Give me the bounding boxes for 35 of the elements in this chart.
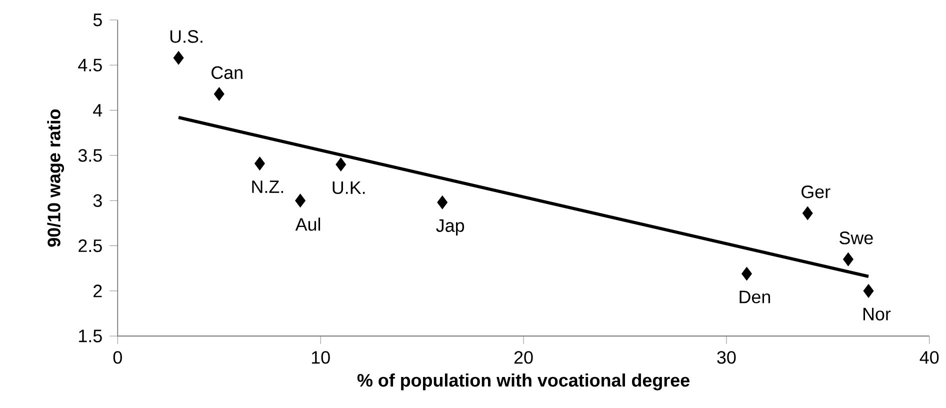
point	[843, 252, 854, 266]
x-axis-title: % of population with vocational degree	[357, 374, 690, 390]
y-axis-title: 90/10 wage ratio	[47, 109, 64, 247]
annotation: U.S.	[170, 30, 202, 43]
annotation: U.K.	[332, 182, 365, 194]
y-tick-label: 2	[94, 284, 102, 298]
annotation: Den	[740, 290, 770, 304]
x-tick-label: 0	[113, 351, 122, 364]
point	[802, 206, 813, 220]
point	[254, 156, 265, 170]
y-tick-label: 2.5	[78, 239, 102, 252]
point	[742, 267, 752, 281]
y-tick-label: 3.5	[78, 149, 102, 162]
y-tick-label: 4	[93, 104, 102, 117]
point	[336, 158, 346, 172]
point	[863, 284, 874, 298]
annotation: Ger	[802, 186, 830, 198]
point	[173, 51, 184, 65]
annotation: Can	[212, 66, 242, 80]
annotation: Swe	[840, 232, 873, 244]
point	[214, 87, 224, 101]
x-tick-label: 40	[920, 351, 939, 364]
x-tick-label: 30	[717, 351, 736, 364]
annotation: Aul	[295, 218, 320, 231]
y-tick-label: 1.5	[79, 330, 102, 342]
point	[437, 196, 448, 210]
y-tick-label: 5	[93, 14, 102, 26]
point	[295, 194, 306, 208]
x-tick-label: 10	[312, 351, 330, 364]
annotation: Jap	[436, 219, 464, 236]
annotation: Nor	[863, 308, 891, 321]
annotation: N.Z.	[252, 180, 284, 193]
y-tick-label: 3	[93, 194, 102, 208]
y-tick-label: 4.5	[78, 58, 102, 72]
x-tick-label: 20	[514, 351, 533, 364]
